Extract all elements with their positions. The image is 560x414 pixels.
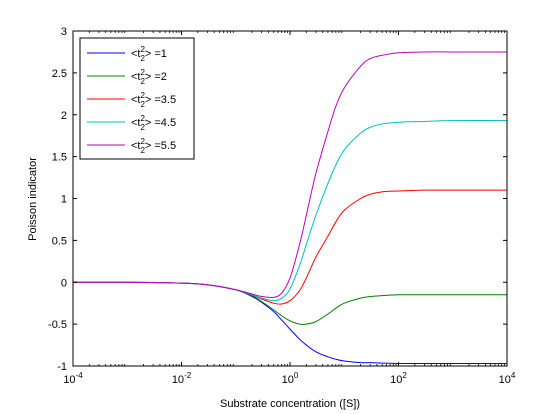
y-tick-label-3: 0.5: [52, 235, 67, 247]
legend-label-1: <t2 2> =1: [131, 45, 167, 63]
series-layer: [72, 51, 508, 365]
y-tick-label-8: 3: [61, 26, 67, 38]
series-line-5: [72, 51, 507, 299]
y-tick-label-1: -0.5: [48, 319, 67, 331]
x-axis-label: Substrate concentration ([S]): [220, 398, 360, 410]
x-tick-label-0: 10-4: [63, 371, 83, 386]
x-tick-label-3: 102: [390, 371, 407, 386]
legend: <t2 2> =1 <t2 2> =2 <t2 2> =3.5 <t2 2> =4.5 <t2 2…: [79, 37, 195, 160]
y-tick-label-0: -1: [57, 361, 67, 373]
y-tick-label-7: 2.5: [52, 68, 67, 80]
legend-label-2: <t2 2> =2: [131, 68, 167, 86]
legend-label-4: <t2 2> =4.5: [131, 114, 176, 132]
y-tick-label-6: 2: [61, 110, 67, 122]
legend-label-3: <t2 2> =3.5: [131, 91, 176, 109]
y-tick-label-4: 1: [61, 194, 67, 206]
legend-box: [79, 37, 195, 160]
y-tick-label-5: 1.5: [52, 152, 67, 164]
legend-label-5: <t2 2> =5.5: [131, 137, 176, 155]
x-tick-label-2: 100: [282, 371, 299, 386]
y-tick-label-2: 0: [61, 277, 67, 289]
x-tick-label-4: 104: [499, 371, 516, 386]
x-tick-label-1: 10-2: [172, 371, 192, 386]
ticks-layer: 10-4 10-2 100 102 104 -1 -0.5 0 0.5 1 1.5 2 2.5 3: [48, 26, 516, 386]
y-axis-label: Poisson indicator: [27, 157, 39, 241]
